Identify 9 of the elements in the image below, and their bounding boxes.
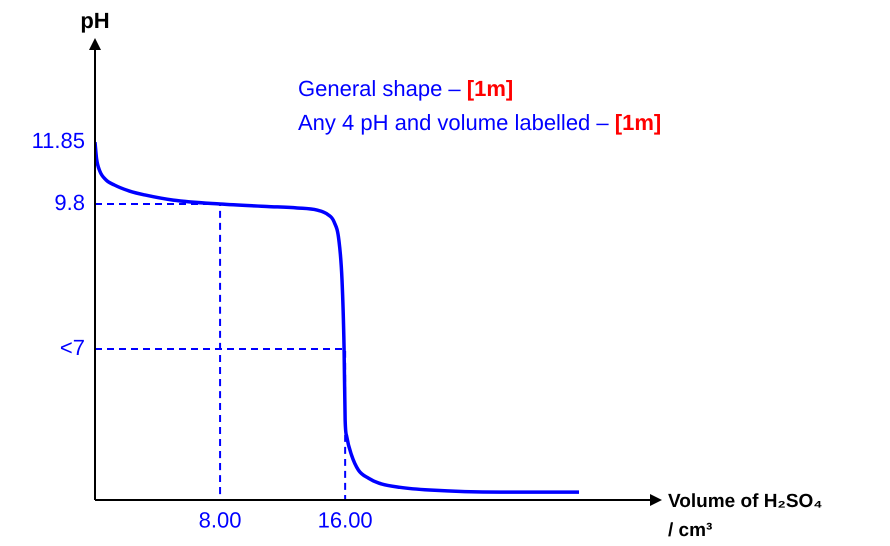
annotation: Any 4 pH and volume labelled – [1m] <box>298 110 662 135</box>
x-axis-title: Volume of H₂SO₄ / cm³ <box>668 491 822 541</box>
y-tick-label: 11.85 <box>32 128 85 154</box>
y-tick-label: 9.8 <box>54 190 85 216</box>
x-tick-label: 16.00 <box>318 507 373 532</box>
y-axis-title: pH <box>80 8 110 33</box>
x-tick-label: 8.00 <box>198 507 242 532</box>
annotation: General shape – [1m] <box>298 76 514 101</box>
y-tick-label: <7 <box>60 335 85 360</box>
